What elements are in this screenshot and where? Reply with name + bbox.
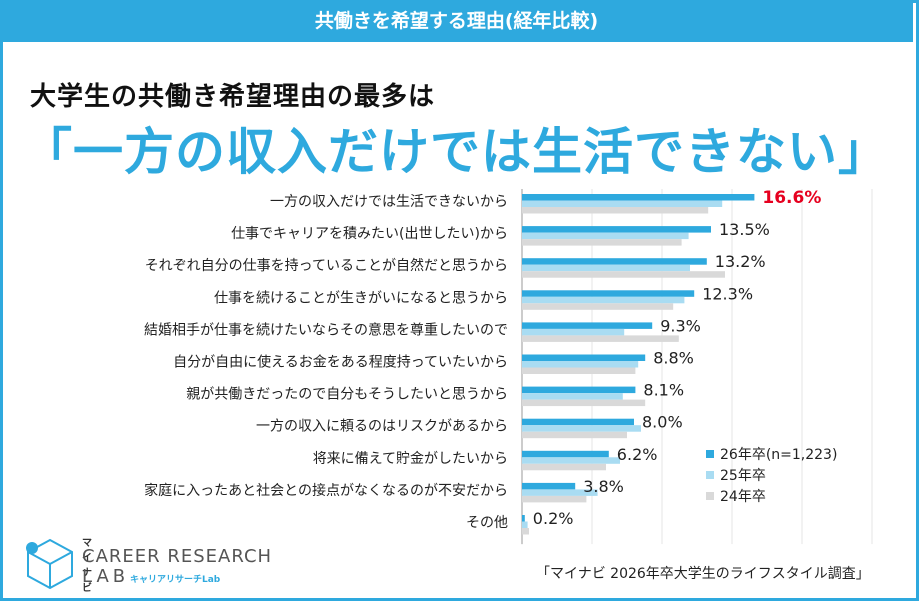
bar-25	[522, 328, 625, 336]
bar-24	[522, 528, 529, 535]
bar-24	[522, 399, 646, 407]
legend-swatch-25	[706, 470, 714, 479]
bar-26	[522, 258, 707, 265]
bar-25	[522, 232, 689, 240]
value-label: 8.8%	[653, 349, 694, 368]
category-label: 自分が自由に使えるお金をある程度持っていたいから	[173, 354, 508, 371]
legend-item-25: 25年卒	[706, 464, 837, 485]
category-label: 仕事でキャリアを積みたい(出世したい)から	[231, 226, 508, 242]
bar-25	[522, 200, 723, 207]
bar-25	[522, 264, 690, 272]
category-label: その他	[466, 515, 508, 531]
bar-26	[522, 482, 576, 490]
legend-item-24: 24年卒	[706, 485, 837, 506]
bar-24	[522, 495, 587, 503]
value-label: 3.8%	[583, 477, 624, 496]
legend-swatch-24	[706, 491, 714, 500]
bar-24	[522, 431, 627, 439]
logo-brand: マイナビ	[82, 538, 92, 594]
bar-26	[522, 418, 634, 426]
bar-26	[522, 290, 695, 297]
bar-26	[522, 450, 609, 458]
value-label: 16.6%	[762, 188, 821, 208]
category-label: 一方の収入だけでは生活できないから	[270, 194, 508, 210]
big-headline: 「一方の収入だけでは生活できない」	[22, 123, 889, 181]
source-note: 「マイナビ 2026年卒大学生のライフスタイル調査」	[536, 566, 870, 582]
bar-26	[522, 515, 525, 522]
value-label: 8.1%	[643, 381, 684, 400]
bar-26	[522, 386, 636, 394]
category-label: 一方の収入に頼るのはリスクがあるから	[256, 419, 508, 435]
value-label: 12.3%	[702, 284, 753, 303]
bar-24	[522, 207, 709, 214]
logo-line1: CAREER RESEARCH	[82, 546, 273, 567]
bar-24	[522, 271, 725, 278]
logo-cube-icon	[26, 538, 73, 590]
category-label: それぞれ自分の仕事を持っていることが自然だと思うから	[145, 257, 508, 274]
bar-24	[522, 335, 679, 342]
category-label: 親が共働きだったので自分もそうしたいと思うから	[186, 387, 508, 403]
value-label: 13.5%	[719, 220, 770, 239]
header-title: 共働きを希望する理由(経年比較)	[0, 0, 913, 42]
value-label: 13.2%	[715, 252, 766, 271]
bar-25	[522, 361, 639, 368]
legend-label-25: 25年卒	[720, 467, 766, 484]
bar-24	[522, 239, 682, 246]
bar-25	[522, 521, 528, 528]
legend-swatch-26	[706, 449, 714, 458]
bar-24	[522, 303, 674, 310]
category-label: 結婚相手が仕事を続けたいならその意思を尊重したいので	[144, 321, 508, 338]
bar-25	[522, 489, 598, 496]
value-label: 0.2%	[533, 509, 574, 528]
headline: 大学生の共働き希望理由の最多は	[30, 82, 436, 112]
value-label: 6.2%	[617, 445, 658, 464]
bar-25	[522, 425, 641, 432]
bar-26	[522, 226, 711, 233]
bar-26	[522, 194, 755, 201]
bar-25	[522, 393, 623, 400]
logo-kana: キャリアリサーチLab	[130, 575, 221, 585]
legend-item-26: 26年卒(n=1,223)	[706, 443, 837, 464]
bar-24	[522, 463, 606, 471]
legend-label-26: 26年卒(n=1,223)	[720, 446, 838, 463]
value-label: 8.0%	[642, 413, 683, 432]
bar-26	[522, 354, 646, 361]
category-label: 仕事を続けることが生きがいになると思うから	[214, 289, 508, 306]
bar-25	[522, 296, 685, 304]
legend-label-24: 24年卒	[720, 488, 766, 505]
category-label: 将来に備えて貯金がしたいから	[313, 451, 508, 467]
bar-24	[522, 367, 636, 374]
bar-25	[522, 457, 620, 464]
chart-legend: 26年卒(n=1,223) 25年卒 24年卒	[706, 443, 837, 506]
category-label: 家庭に入ったあと社会との接点がなくなるのが不安だから	[144, 482, 508, 499]
value-label: 9.3%	[660, 316, 701, 335]
logo-line2: LAB	[82, 566, 130, 587]
logo: マイナビ CAREER RESEARCH LAB キャリアリサーチLab	[22, 534, 271, 594]
bar-26	[522, 322, 653, 329]
